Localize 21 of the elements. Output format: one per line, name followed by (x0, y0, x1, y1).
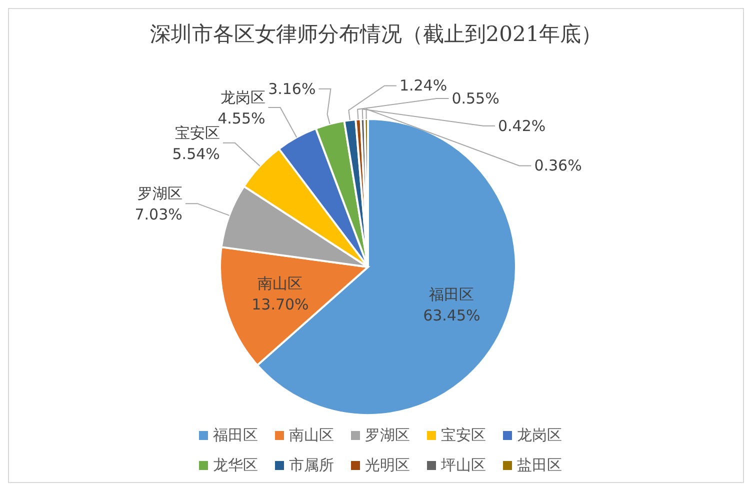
legend-label: 福田区 (212, 425, 259, 446)
legend-label: 龙岗区 (516, 425, 563, 446)
data-label: 0.55% (452, 89, 500, 108)
legend-label: 南山区 (288, 425, 335, 446)
legend-label: 宝安区 (440, 425, 487, 446)
data-label: 宝安区 5.54% (172, 124, 220, 163)
data-label: 南山区 13.70% (252, 274, 309, 314)
legend-label: 光明区 (364, 455, 411, 476)
data-label: 0.42% (498, 116, 546, 135)
data-label: 龙岗区 4.55% (218, 88, 266, 128)
data-label: 1.24% (399, 76, 448, 95)
data-label: 0.36% (534, 156, 582, 175)
legend-label: 盐田区 (516, 455, 563, 476)
legend-label: 龙华区 (212, 455, 259, 476)
data-label: 罗湖区 7.03% (134, 184, 182, 224)
legend-label: 罗湖区 (364, 425, 411, 446)
legend-label: 市属所 (288, 455, 335, 476)
chart-title: 深圳市各区女律师分布情况（截止到2021年底） (148, 21, 604, 48)
legend-label: 坪山区 (440, 455, 487, 476)
data-label: 3.16% (268, 80, 316, 98)
data-label: 福田区 63.45% (423, 286, 480, 325)
